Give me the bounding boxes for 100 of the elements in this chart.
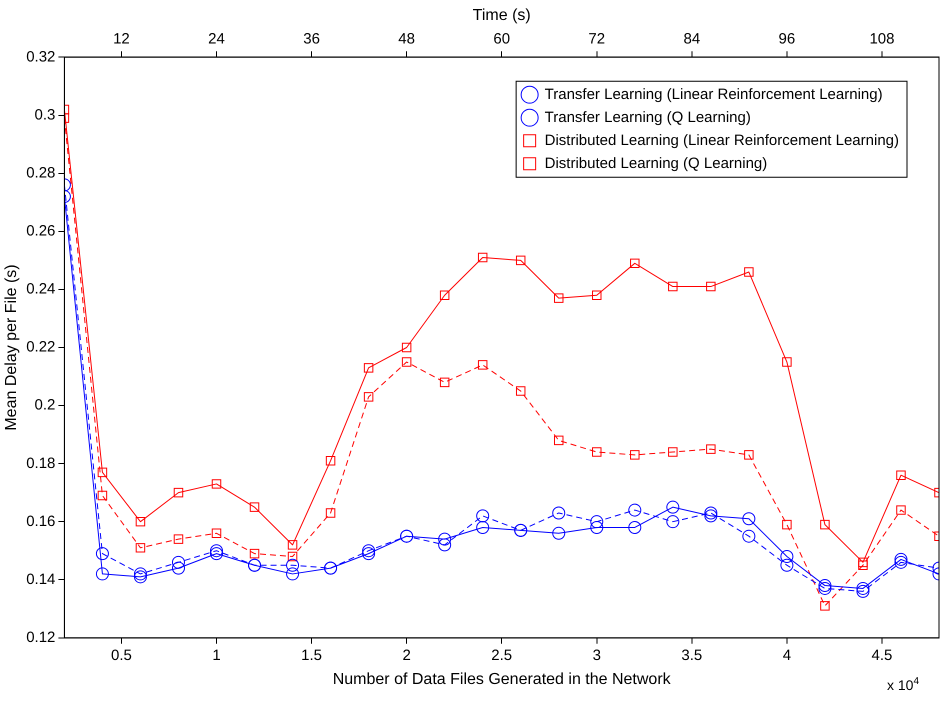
point	[438, 532, 452, 546]
point	[628, 504, 642, 517]
point	[780, 550, 794, 564]
point	[706, 444, 716, 454]
point	[96, 567, 109, 580]
y-tick-label: 0.12	[26, 628, 56, 646]
point	[174, 488, 184, 498]
y-tick-label: 0.2	[34, 396, 56, 414]
y-tick-label: 0.32	[26, 48, 56, 66]
point	[478, 252, 488, 262]
point	[364, 392, 374, 402]
y-tick-label: 0.22	[26, 338, 56, 356]
point	[552, 526, 566, 540]
point	[362, 544, 376, 558]
x-axis-title: Number of Data Files Generated in the Network	[332, 670, 672, 688]
point	[590, 520, 604, 534]
point	[326, 456, 336, 466]
point	[440, 378, 450, 388]
point	[856, 584, 870, 598]
point	[440, 290, 450, 300]
point	[174, 534, 184, 544]
point	[554, 436, 564, 446]
y-tick-label: 0.14	[26, 570, 56, 588]
point	[630, 258, 640, 268]
point	[858, 560, 868, 570]
point	[402, 357, 412, 367]
point	[894, 556, 908, 569]
legend-label: Transfer Learning (Linear Reinforcement Learning)	[544, 86, 883, 103]
point	[96, 547, 109, 560]
point	[704, 506, 718, 520]
y-tick-label: 0.3	[34, 106, 56, 124]
point	[820, 520, 830, 530]
point	[476, 520, 490, 534]
point	[286, 558, 300, 572]
point	[628, 520, 642, 534]
point	[438, 538, 452, 552]
point	[896, 470, 906, 480]
point	[286, 567, 300, 580]
y-tick-label: 0.18	[26, 454, 56, 472]
legend-label: Distributed Learning (Linear Reinforcement Learning)	[544, 132, 900, 149]
legend-label: Distributed Learning (Q Learning)	[544, 154, 768, 172]
point	[136, 516, 146, 526]
point	[98, 490, 108, 500]
point	[742, 512, 756, 526]
y-tick-label: 0.24	[26, 280, 56, 298]
x2-axis-title: Time (s)	[472, 7, 531, 24]
point	[742, 530, 756, 543]
point	[590, 515, 604, 528]
x-tick-label: 2.5	[491, 646, 512, 664]
point	[210, 547, 223, 560]
point	[326, 508, 336, 518]
point	[706, 282, 716, 292]
y-axis-title: Mean Delay per File (s)	[3, 264, 20, 431]
x2-tick-label: 24	[208, 30, 225, 48]
x-tick-label: 3	[592, 646, 601, 664]
y-tick-label: 0.28	[26, 164, 56, 182]
point	[554, 293, 564, 303]
point	[668, 282, 678, 292]
point	[592, 290, 602, 300]
point	[134, 567, 147, 580]
point	[820, 601, 830, 611]
point	[782, 357, 792, 367]
x-tick-label: 3.5	[681, 646, 702, 664]
point	[136, 543, 146, 553]
point	[516, 386, 526, 396]
legend-label: Transfer Learning (Q Learning)	[544, 108, 751, 126]
point	[402, 342, 412, 352]
point	[896, 505, 906, 515]
x2-tick-label: 72	[588, 30, 606, 48]
point	[212, 479, 222, 489]
x-tick-label: 0.5	[111, 646, 132, 664]
point	[478, 360, 488, 370]
point	[516, 256, 526, 266]
x2-tick-label: 48	[398, 30, 415, 48]
point	[668, 447, 678, 457]
point	[856, 582, 870, 595]
x-tick-label: 1.5	[301, 646, 322, 664]
point	[172, 562, 185, 575]
point	[98, 468, 108, 478]
point	[476, 509, 490, 522]
point	[782, 520, 792, 530]
point	[744, 450, 754, 460]
y-tick-label: 0.16	[26, 512, 56, 530]
point	[780, 558, 794, 572]
point	[666, 515, 680, 528]
point	[172, 556, 185, 569]
point	[288, 540, 298, 550]
point	[250, 548, 260, 558]
x2-tick-label: 12	[113, 30, 130, 48]
x-tick-label: 4.5	[872, 646, 892, 664]
x2-tick-label: 108	[869, 30, 894, 48]
point	[364, 363, 374, 373]
point	[630, 450, 640, 460]
point	[592, 447, 602, 457]
x2-tick-label: 84	[683, 30, 700, 48]
point	[210, 544, 223, 558]
point	[552, 506, 566, 520]
x-tick-label: 2	[402, 646, 411, 664]
point	[362, 547, 376, 560]
point	[288, 552, 298, 562]
